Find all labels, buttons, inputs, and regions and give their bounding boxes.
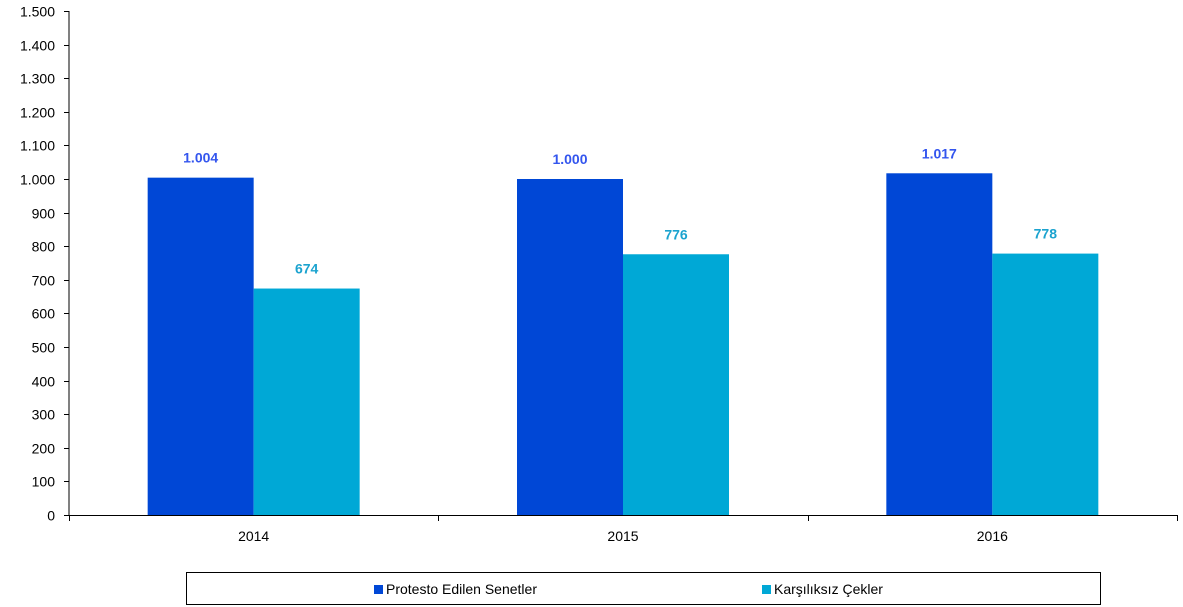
bar-series-1-2014: [147, 177, 254, 515]
bar-series-1-2015: [517, 179, 623, 515]
x-tick-label: 2015: [607, 528, 638, 544]
legend-label-series-1: Protesto Edilen Senetler: [386, 581, 537, 597]
y-tick-label: 1.200: [20, 105, 55, 121]
y-tick-label: 1.400: [20, 38, 55, 54]
data-label-series-1-2015: 1.000: [552, 151, 587, 167]
bar-series-1-2016: [886, 173, 993, 515]
y-tick-label: 0: [47, 508, 55, 524]
y-tick-label: 900: [32, 206, 56, 222]
y-tick-label: 100: [32, 474, 56, 490]
y-tick-label: 300: [32, 407, 56, 423]
data-label-series-2-2015: 776: [664, 226, 688, 242]
legend: Protesto Edilen Senetler Karşılıksız Çek…: [186, 572, 1101, 605]
y-tick-label: 400: [32, 374, 56, 390]
x-tick-label: 2016: [977, 528, 1008, 544]
bar-series-2-2016: [992, 253, 1099, 516]
y-tick-label: 500: [32, 340, 56, 356]
data-label-series-1-2016: 1.017: [922, 145, 957, 161]
legend-swatch-series-2: [762, 584, 771, 594]
y-tick-label: 1.000: [20, 172, 55, 188]
data-label-series-1-2014: 1.004: [183, 150, 218, 166]
legend-label-series-2: Karşılıksız Çekler: [774, 581, 883, 597]
data-label-series-2-2016: 778: [1034, 226, 1058, 242]
bar-series-2-2014: [253, 288, 360, 515]
legend-item-series-1: Protesto Edilen Senetler: [374, 581, 537, 597]
y-tick-label: 700: [32, 273, 56, 289]
bars: [147, 173, 1099, 516]
y-tick-label: 200: [32, 441, 56, 457]
y-tick-label: 600: [32, 306, 56, 322]
y-tick-label: 1.100: [20, 138, 55, 154]
y-axis: 0 100 200 300 400 500 600 700 800 900 1.000 1.100 1.…: [20, 4, 70, 524]
legend-swatch-series-1: [374, 584, 383, 594]
legend-item-series-2: Karşılıksız Çekler: [762, 581, 883, 597]
data-labels: 1.004 674 1.000 776 1.017 778: [183, 145, 1057, 276]
x-axis: 2014 2015 2016: [69, 515, 1178, 544]
data-label-series-2-2014: 674: [295, 261, 319, 277]
y-tick-label: 1.500: [20, 4, 55, 20]
y-tick-label: 800: [32, 239, 56, 255]
bar-chart: 0 100 200 300 400 500 600 700 800 900 1.000 1.100 1.…: [20, 4, 1178, 544]
bar-series-2-2015: [623, 254, 729, 515]
x-tick-label: 2014: [238, 528, 269, 544]
y-tick-label: 1.300: [20, 71, 55, 87]
